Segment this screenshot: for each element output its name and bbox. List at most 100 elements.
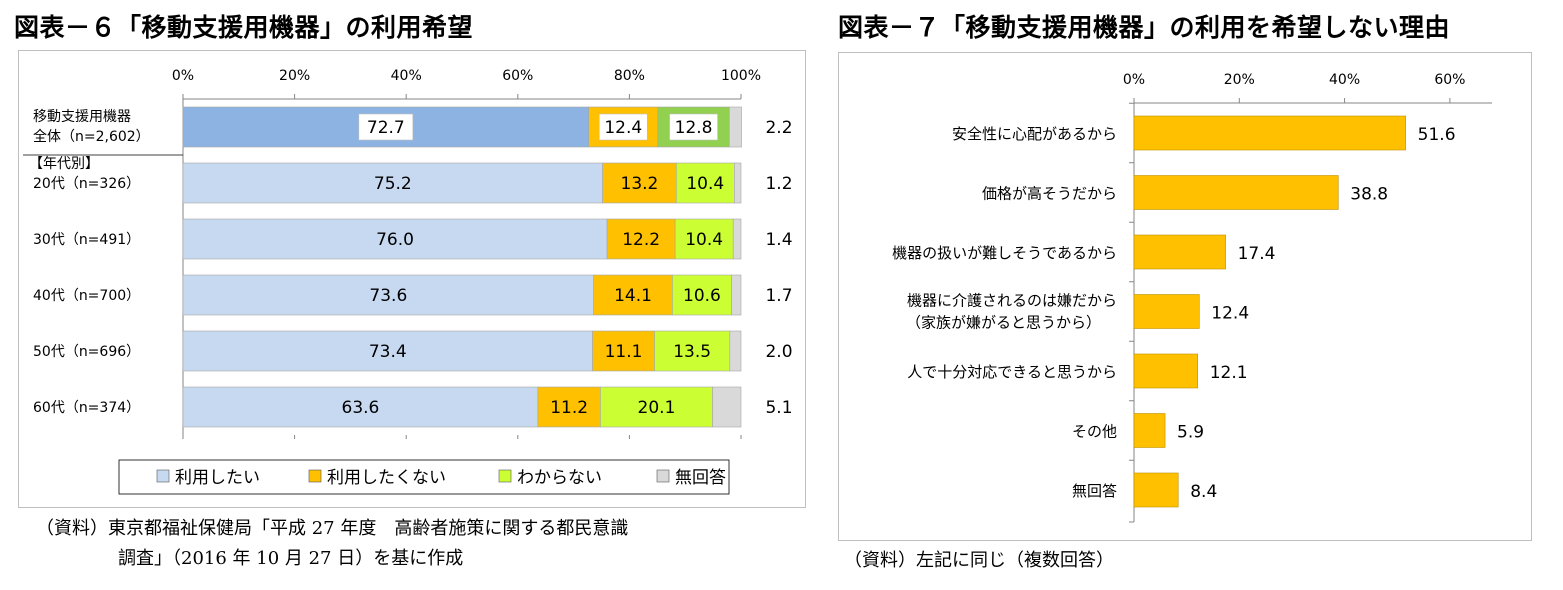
legend-swatch bbox=[656, 469, 670, 483]
category-label: 全体（n=2,602） bbox=[33, 128, 150, 145]
data-label-box bbox=[598, 113, 648, 141]
bar bbox=[1133, 413, 1166, 448]
right-chart-panel: 0% 20% 40% 60% 51.6 安全性に心配があるから 38.8 価格が高そうだから 1… bbox=[838, 52, 1532, 541]
bar bbox=[1133, 353, 1199, 389]
bar-segment bbox=[712, 386, 742, 428]
legend-box bbox=[118, 459, 730, 495]
data-label: 10.6 bbox=[683, 286, 721, 306]
legend-label: 利用したくない bbox=[327, 468, 446, 488]
data-label: 12.4 bbox=[604, 118, 642, 138]
bar-segment bbox=[654, 330, 731, 372]
bar-segment bbox=[537, 386, 601, 428]
right-source-note: （資料）左記に同じ（複数回答） bbox=[844, 550, 1114, 571]
x-tick-label: 40% bbox=[1329, 72, 1360, 88]
category-label: 人で十分対応できると思うから bbox=[907, 363, 1117, 381]
category-label: 機器に介護されるのは嫌だから bbox=[907, 292, 1117, 310]
data-label: 12.8 bbox=[675, 118, 713, 138]
data-label: 10.4 bbox=[686, 174, 724, 194]
x-tick-label: 40% bbox=[391, 68, 422, 84]
bar-segment bbox=[182, 274, 594, 316]
legend-label: 利用したい bbox=[175, 468, 260, 488]
data-label: 12.1 bbox=[1210, 363, 1248, 383]
legend-label: わからない bbox=[517, 468, 602, 488]
data-label: 63.6 bbox=[342, 398, 380, 418]
left-source-line-1: （資料）東京都福祉保健局「平成 27 年度 高齢者施策に関する都民意識 bbox=[36, 518, 629, 539]
category-label: 20代（n=326） bbox=[33, 176, 140, 192]
left-chart-panel: 0% 20% 40% 60% 80% 100% 72.7 12.4 12.8 2.2 移動支援用機器… bbox=[18, 50, 806, 508]
category-label: 60代（n=374） bbox=[33, 400, 140, 416]
category-label: 30代（n=491） bbox=[33, 232, 140, 248]
group-label: 【年代別】 bbox=[29, 156, 99, 172]
data-label: 51.6 bbox=[1418, 125, 1456, 145]
data-label: 73.4 bbox=[369, 342, 407, 362]
data-label: 14.1 bbox=[614, 286, 652, 306]
bar-segment bbox=[182, 330, 593, 372]
bar-segment bbox=[675, 162, 735, 204]
data-label: 20.1 bbox=[638, 398, 676, 418]
left-source-note: （資料）東京都福祉保健局「平成 27 年度 高齢者施策に関する都民意識 調査」（… bbox=[36, 514, 628, 574]
left-stacked-bar-chart: 0% 20% 40% 60% 80% 100% 72.7 12.4 12.8 2.2 移動支援用機器… bbox=[23, 68, 793, 495]
data-label: 1.4 bbox=[765, 230, 792, 250]
data-label: 75.2 bbox=[374, 174, 412, 194]
data-label: 2.0 bbox=[765, 342, 792, 362]
data-label-box bbox=[669, 113, 718, 141]
bar-segment bbox=[182, 386, 539, 428]
bar-segment bbox=[729, 330, 742, 372]
legend-swatch bbox=[498, 469, 512, 483]
data-label: 38.8 bbox=[1350, 185, 1388, 205]
category-label: 安全性に心配があるから bbox=[952, 125, 1117, 143]
category-label: 移動支援用機器 bbox=[33, 109, 131, 125]
x-tick-label: 60% bbox=[502, 68, 533, 84]
data-label: 76.0 bbox=[376, 230, 414, 250]
data-label: 8.4 bbox=[1190, 482, 1217, 502]
data-label: 12.2 bbox=[622, 230, 660, 250]
data-label: 13.2 bbox=[621, 174, 659, 194]
bar bbox=[1133, 294, 1200, 329]
data-label: 17.4 bbox=[1238, 244, 1276, 264]
bar-segment bbox=[672, 274, 732, 316]
bar-segment bbox=[732, 218, 742, 260]
data-label-box bbox=[358, 113, 414, 141]
x-tick-label: 0% bbox=[1123, 72, 1145, 88]
legend-swatch bbox=[308, 469, 322, 483]
legend-label: 無回答 bbox=[675, 468, 726, 488]
category-label: 機器の扱いが難しそうであるから bbox=[892, 244, 1117, 262]
data-label: 5.1 bbox=[765, 398, 792, 418]
x-tick-label: 60% bbox=[1434, 72, 1465, 88]
data-label: 1.2 bbox=[765, 174, 792, 194]
bar bbox=[1133, 472, 1179, 508]
category-label: 無回答 bbox=[1072, 482, 1117, 500]
right-bar-chart: 0% 20% 40% 60% 51.6 安全性に心配があるから 38.8 価格が高そうだから 1… bbox=[892, 72, 1492, 523]
category-label: その他 bbox=[1072, 423, 1117, 441]
data-label: 10.4 bbox=[685, 230, 723, 250]
category-label: （家族が嫌がると思うから） bbox=[906, 314, 1101, 332]
data-label: 5.9 bbox=[1177, 423, 1204, 443]
data-label: 1.7 bbox=[765, 286, 792, 306]
bar bbox=[1133, 234, 1226, 270]
bar-segment bbox=[674, 218, 734, 260]
category-label: 40代（n=700） bbox=[33, 288, 140, 304]
bar-segment bbox=[734, 162, 742, 204]
data-label: 11.1 bbox=[605, 342, 643, 362]
bar-segment bbox=[728, 106, 742, 148]
data-label: 13.5 bbox=[673, 342, 711, 362]
x-tick-label: 20% bbox=[279, 68, 310, 84]
bar bbox=[1133, 175, 1339, 210]
x-tick-label: 0% bbox=[172, 68, 194, 84]
bar-segment bbox=[606, 218, 676, 260]
data-label: 2.2 bbox=[765, 118, 792, 138]
bar-segment bbox=[593, 274, 673, 316]
bar-segment bbox=[600, 386, 713, 428]
bar-segment bbox=[182, 162, 603, 204]
right-figure-title: 図表－７「移動支援用機器」の利用を希望しない理由 bbox=[838, 13, 1451, 42]
left-figure-title: 図表－６「移動支援用機器」の利用希望 bbox=[14, 13, 474, 42]
bar-segment bbox=[602, 162, 677, 204]
data-label: 12.4 bbox=[1211, 304, 1249, 324]
legend-swatch bbox=[156, 469, 170, 483]
data-label: 11.2 bbox=[550, 398, 588, 418]
x-tick-label: 20% bbox=[1224, 72, 1255, 88]
x-tick-label: 80% bbox=[614, 68, 645, 84]
bar-segment bbox=[182, 218, 608, 260]
category-label: 50代（n=696） bbox=[33, 344, 140, 360]
bar-segment bbox=[731, 274, 742, 316]
